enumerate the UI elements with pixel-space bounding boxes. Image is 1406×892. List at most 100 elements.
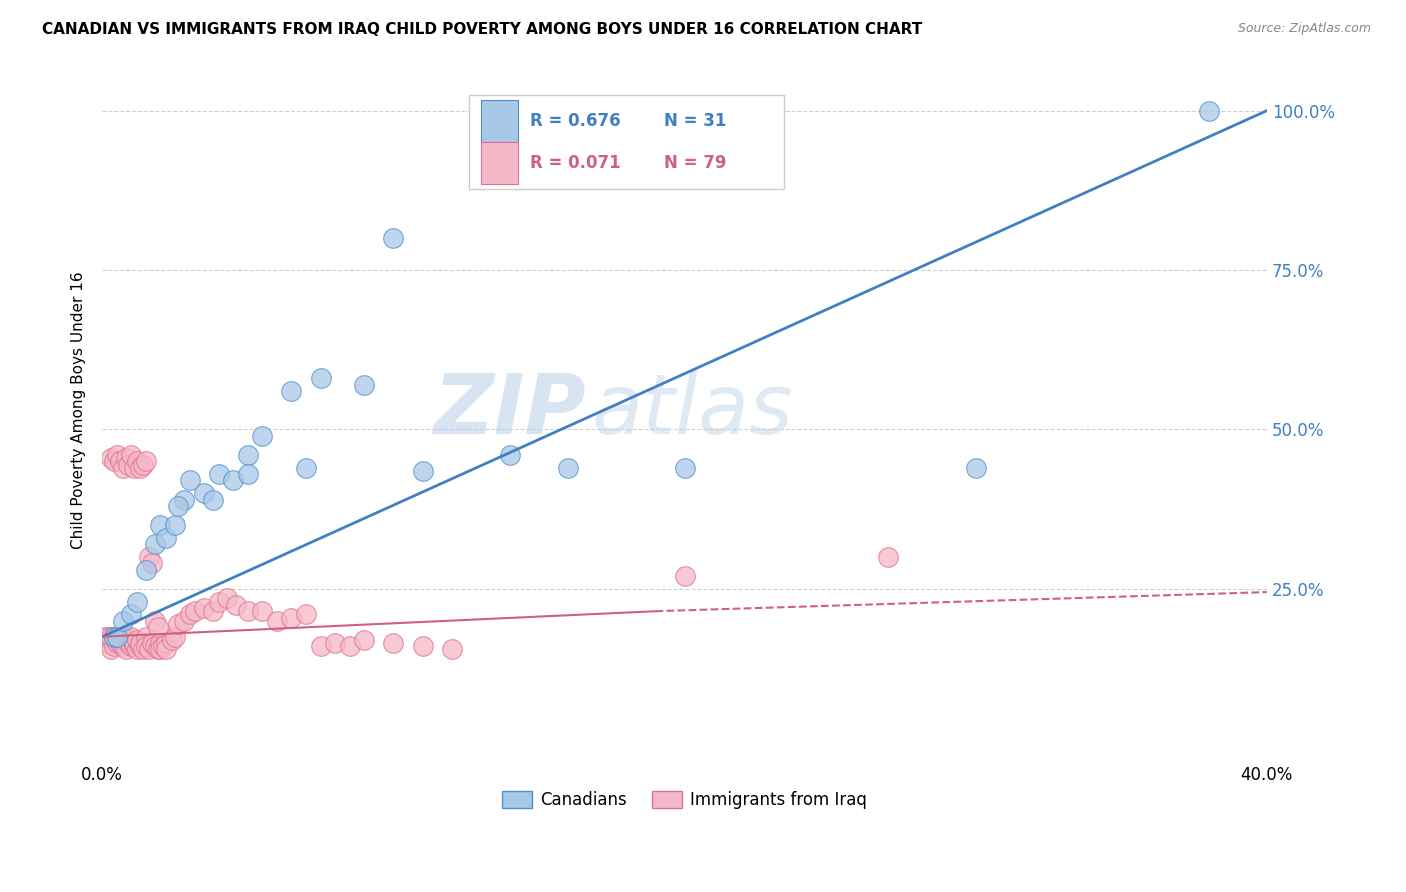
Point [97, 636, 120, 650]
Point [111, 640, 134, 654]
Point [120, 448, 142, 462]
Point [129, 460, 152, 475]
Point [201, 492, 224, 507]
Point [184, 604, 207, 618]
Point [105, 636, 128, 650]
Point [309, 371, 332, 385]
Point [111, 614, 134, 628]
Point [129, 640, 152, 654]
Point [323, 636, 346, 650]
Point [111, 632, 134, 647]
Point [100, 630, 122, 644]
Point [100, 451, 122, 466]
Point [382, 231, 405, 245]
Point [120, 607, 142, 622]
Point [160, 632, 183, 647]
Point [266, 614, 288, 628]
Point [965, 460, 987, 475]
Point [143, 537, 166, 551]
Point [141, 557, 163, 571]
Point [179, 607, 201, 622]
Point [295, 460, 318, 475]
Point [138, 642, 160, 657]
Point [152, 640, 174, 654]
Point [877, 549, 900, 564]
Point [193, 601, 215, 615]
Text: N = 79: N = 79 [664, 153, 725, 172]
Point [411, 640, 433, 654]
Point [222, 474, 245, 488]
Point [129, 636, 152, 650]
Point [155, 531, 177, 545]
Text: ZIP: ZIP [433, 370, 585, 450]
Point [208, 467, 231, 482]
Point [193, 486, 215, 500]
Point [295, 607, 318, 622]
Point [138, 549, 160, 564]
Point [114, 642, 136, 657]
Point [122, 460, 145, 475]
Point [163, 630, 186, 644]
Point [201, 604, 224, 618]
Point [149, 642, 172, 657]
Point [146, 642, 169, 657]
Point [499, 448, 522, 462]
Point [146, 620, 169, 634]
Text: CANADIAN VS IMMIGRANTS FROM IRAQ CHILD POVERTY AMONG BOYS UNDER 16 CORRELATION C: CANADIAN VS IMMIGRANTS FROM IRAQ CHILD P… [42, 22, 922, 37]
Point [114, 451, 136, 466]
Text: N = 31: N = 31 [664, 112, 725, 130]
Point [114, 630, 136, 644]
Point [135, 563, 157, 577]
Y-axis label: Child Poverty Among Boys Under 16: Child Poverty Among Boys Under 16 [72, 271, 86, 549]
Point [122, 640, 145, 654]
Point [167, 617, 190, 632]
Point [280, 384, 302, 399]
Point [1198, 103, 1220, 118]
Point [117, 632, 139, 647]
Point [135, 640, 157, 654]
Point [236, 604, 259, 618]
Point [103, 630, 125, 644]
Point [108, 454, 131, 468]
Point [105, 448, 128, 462]
Point [105, 630, 128, 644]
Point [132, 642, 155, 657]
Point [111, 460, 134, 475]
Point [117, 636, 139, 650]
Point [252, 429, 274, 443]
Point [141, 636, 163, 650]
Point [149, 636, 172, 650]
Point [117, 458, 139, 472]
Point [127, 594, 149, 608]
Point [280, 610, 302, 624]
Point [122, 636, 145, 650]
Point [353, 377, 375, 392]
Point [309, 640, 332, 654]
Point [127, 454, 149, 468]
Point [339, 640, 361, 654]
Text: atlas: atlas [592, 370, 793, 450]
Point [557, 460, 579, 475]
Point [252, 604, 274, 618]
Point [225, 598, 247, 612]
Point [179, 474, 201, 488]
Point [108, 636, 131, 650]
Point [155, 636, 177, 650]
Point [208, 594, 231, 608]
FancyBboxPatch shape [481, 101, 517, 142]
Point [673, 569, 696, 583]
Point [173, 614, 195, 628]
Point [127, 632, 149, 647]
Point [97, 630, 120, 644]
Point [411, 464, 433, 478]
Point [163, 518, 186, 533]
Text: R = 0.676: R = 0.676 [530, 112, 620, 130]
FancyBboxPatch shape [470, 95, 783, 189]
Point [103, 640, 125, 654]
Point [143, 640, 166, 654]
Point [440, 642, 463, 657]
Point [132, 458, 155, 472]
FancyBboxPatch shape [481, 142, 517, 184]
Point [103, 454, 125, 468]
Point [135, 630, 157, 644]
